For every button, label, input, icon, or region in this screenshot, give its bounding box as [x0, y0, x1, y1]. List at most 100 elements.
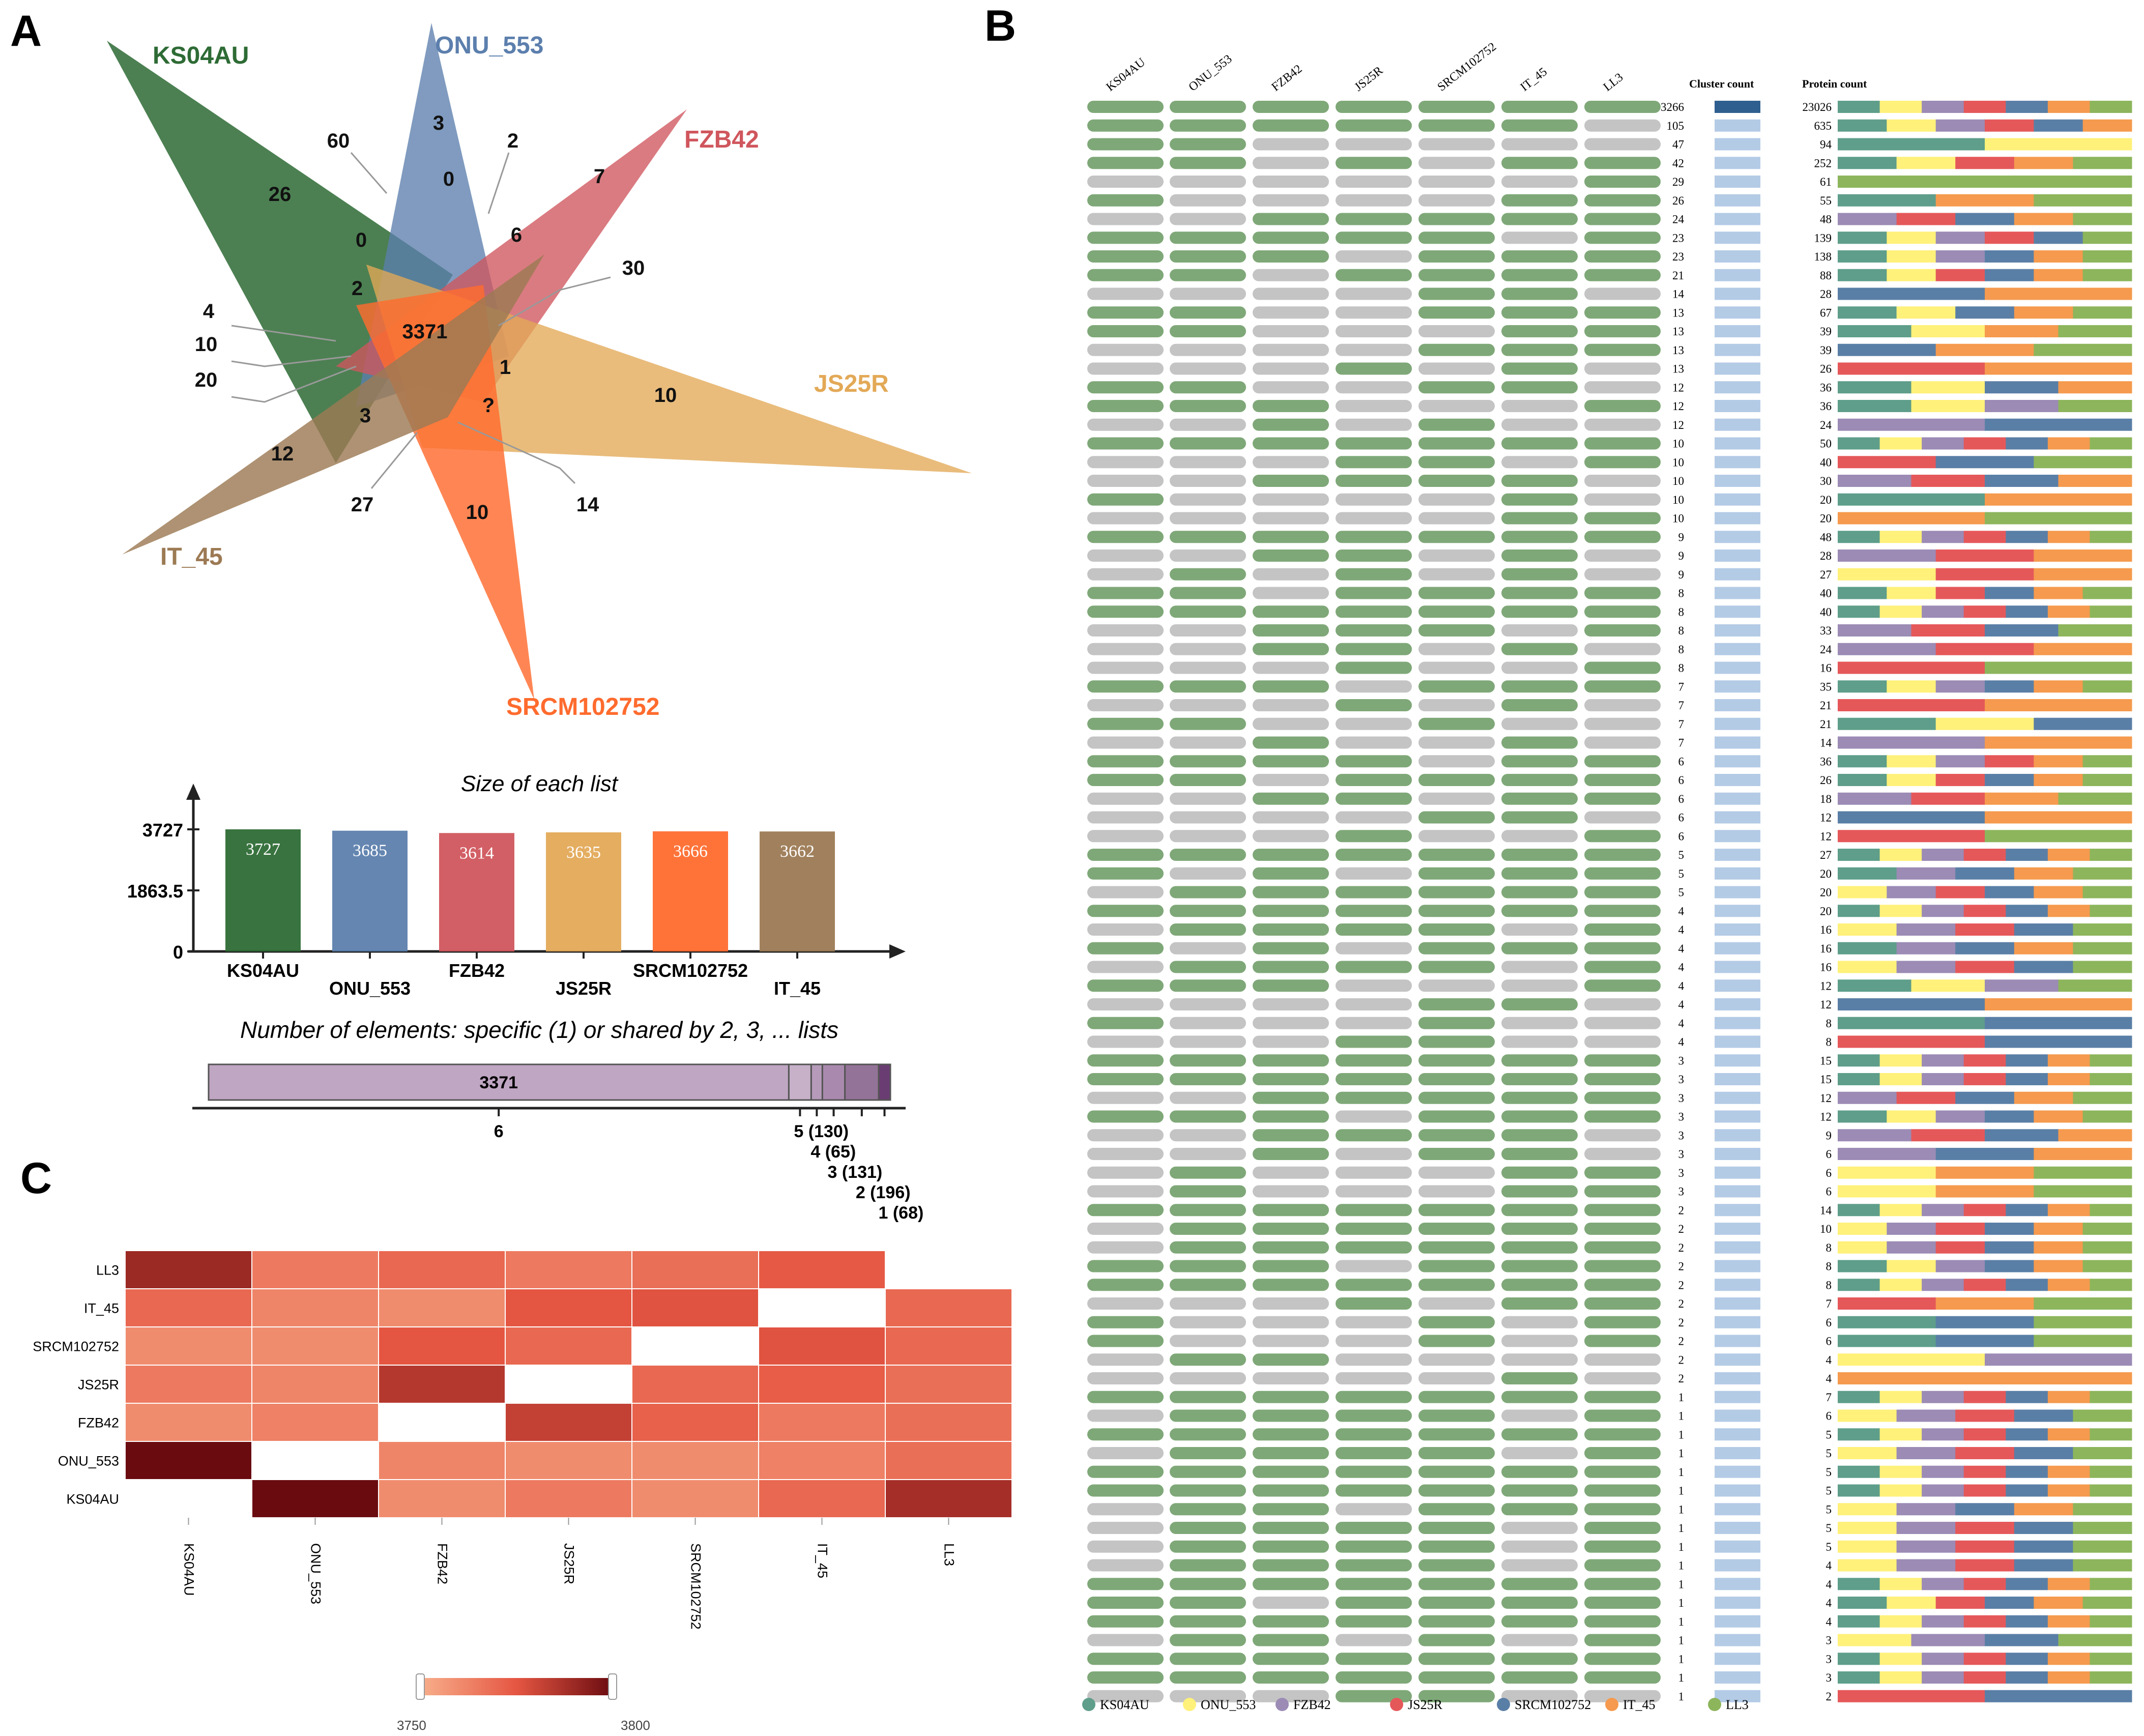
matrix-cell	[1336, 194, 1412, 207]
protein-count-segment	[2034, 269, 2083, 281]
venn-count: 30	[622, 257, 645, 279]
cluster-count-value: 13	[1672, 306, 1684, 319]
cluster-count-value: 13	[1672, 344, 1684, 357]
protein-count-segment	[1887, 1597, 1936, 1609]
protein-count-segment	[1838, 157, 1897, 169]
protein-count-segment	[2014, 213, 2073, 225]
venn-count: 6	[511, 224, 522, 246]
leader-line-4	[231, 325, 336, 342]
matrix-cell	[1501, 811, 1578, 824]
matrix-cell	[1501, 512, 1578, 525]
matrix-cell	[1087, 1279, 1164, 1291]
matrix-cell	[1584, 680, 1661, 693]
protein-count-segment	[1985, 512, 2132, 525]
matrix-cell	[1336, 568, 1412, 581]
matrix-cell	[1501, 717, 1578, 730]
cluster-count-bar	[1715, 1335, 1760, 1347]
protein-count-segment	[2047, 1615, 2090, 1628]
matrix-cell	[1584, 381, 1661, 394]
matrix-cell	[1501, 849, 1578, 861]
heatmap-cell	[505, 1441, 632, 1480]
protein-count-segment	[1985, 792, 2059, 805]
matrix-cell	[1418, 568, 1495, 581]
matrix-cell	[1253, 1279, 1329, 1291]
cluster-count-bar	[1715, 1503, 1760, 1516]
protein-count-segment	[1922, 605, 1964, 618]
heatmap-row-label: ONU_553	[58, 1454, 119, 1469]
cluster-count-bar	[1715, 1204, 1760, 1217]
matrix-cell	[1170, 493, 1246, 506]
matrix-cell	[1253, 717, 1329, 730]
protein-count-segment	[1985, 774, 2034, 786]
matrix-cell	[1253, 811, 1329, 824]
cluster-count-header: Cluster count	[1689, 77, 1754, 90]
protein-count-segment	[1879, 849, 1922, 861]
matrix-cell	[1418, 1166, 1495, 1179]
x-axis-arrow	[889, 944, 906, 959]
matrix-cell	[1170, 549, 1246, 562]
protein-count-segment	[1963, 1484, 2006, 1497]
heatmap-cell	[505, 1479, 632, 1518]
protein-count-segment	[1955, 1447, 2015, 1459]
protein-count-header: Protein count	[1802, 77, 1867, 90]
cluster-count-bar	[1715, 1559, 1760, 1572]
matrix-cell	[1087, 250, 1164, 263]
protein-count-value: 23026	[1803, 101, 1832, 113]
matrix-cell	[1501, 661, 1578, 674]
matrix-cell	[1087, 1204, 1164, 1217]
matrix-cell	[1501, 1615, 1578, 1628]
protein-count-segment	[1922, 1653, 1964, 1665]
protein-count-segment	[1887, 1260, 1936, 1272]
matrix-cell	[1087, 811, 1164, 824]
matrix-cell	[1087, 699, 1164, 711]
protein-count-segment	[2082, 1241, 2132, 1254]
matrix-cell	[1501, 979, 1578, 992]
matrix-cell	[1501, 1279, 1578, 1291]
matrix-cell	[1087, 942, 1164, 954]
matrix-cell	[1087, 475, 1164, 487]
protein-count-segment	[1838, 418, 1985, 431]
matrix-cell	[1253, 1241, 1329, 1254]
matrix-cell	[1087, 661, 1164, 674]
matrix-cell	[1336, 643, 1412, 655]
heatmap-cell	[251, 1365, 379, 1404]
matrix-cell	[1253, 1129, 1329, 1142]
matrix-cell	[1170, 1615, 1246, 1628]
matrix-cell	[1253, 213, 1329, 225]
colorbar-handle-min[interactable]	[416, 1673, 425, 1700]
protein-count-segment	[2047, 1279, 2090, 1291]
protein-count-segment	[1935, 343, 2034, 356]
matrix-cell	[1170, 624, 1246, 636]
matrix-cell	[1336, 905, 1412, 917]
protein-count-segment	[1985, 1017, 2132, 1029]
matrix-cell	[1087, 923, 1164, 936]
protein-count-segment	[1935, 1110, 1985, 1123]
x-tick-label: JS25R	[556, 978, 612, 999]
protein-count-segment	[2058, 381, 2132, 394]
cluster-count-value: 1	[1678, 1447, 1685, 1460]
protein-count-value: 30	[1820, 475, 1832, 487]
matrix-cell	[1418, 643, 1495, 655]
cluster-count-bar	[1715, 979, 1760, 992]
cluster-count-value: 12	[1672, 400, 1684, 413]
matrix-cell	[1584, 250, 1661, 263]
matrix-cell	[1336, 456, 1412, 469]
matrix-cell	[1253, 1428, 1329, 1441]
protein-count-value: 20	[1820, 886, 1832, 899]
cluster-count-value: 10	[1672, 438, 1684, 450]
colorbar-handle-max[interactable]	[608, 1673, 617, 1700]
cluster-count-bar	[1715, 325, 1760, 337]
matrix-cell	[1087, 1241, 1164, 1254]
protein-count-segment	[1963, 849, 2006, 861]
matrix-cell	[1336, 1185, 1412, 1198]
protein-count-segment	[2006, 1484, 2048, 1497]
matrix-cell	[1087, 717, 1164, 730]
protein-count-segment	[2090, 1465, 2132, 1478]
protein-count-segment	[2090, 905, 2132, 917]
matrix-cell	[1418, 493, 1495, 506]
matrix-cell	[1087, 1110, 1164, 1123]
protein-count-segment	[2006, 1204, 2048, 1217]
cluster-count-value: 2	[1678, 1279, 1685, 1291]
matrix-cell	[1087, 1372, 1164, 1384]
protein-count-value: 55	[1820, 194, 1832, 207]
